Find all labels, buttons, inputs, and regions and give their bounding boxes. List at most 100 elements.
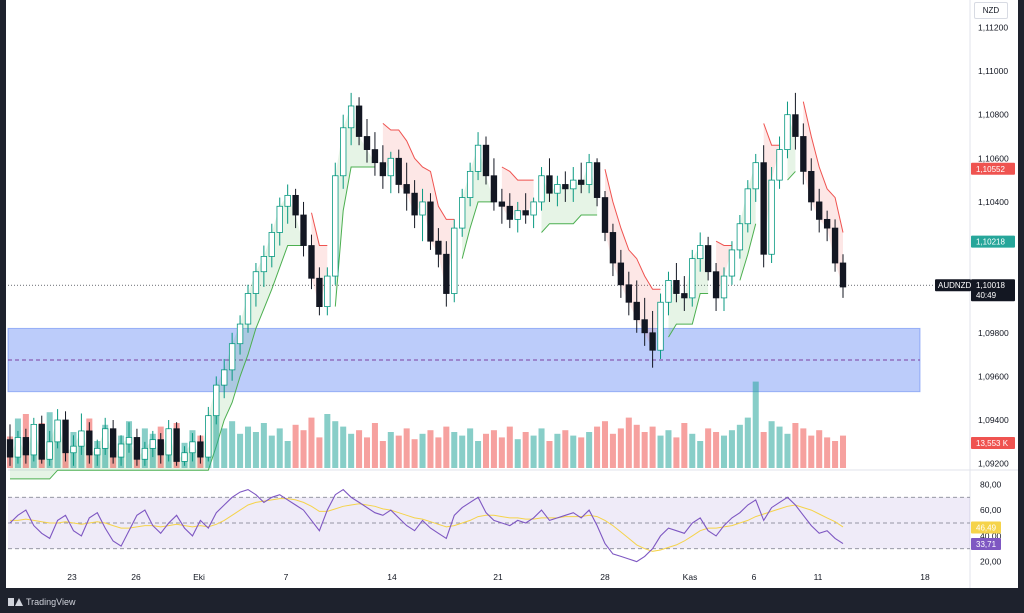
candle-body [784,114,791,150]
volume-bar [530,435,537,468]
volume-bar [237,433,244,468]
candle-body [387,157,394,177]
candle [300,201,307,257]
candle [474,132,482,181]
candle-body [673,280,680,294]
candle [704,236,712,281]
candle [324,267,331,316]
volume-bar [720,435,728,468]
candle [570,167,577,202]
volume-bar [641,432,648,468]
candle-body [78,430,85,447]
candle [752,153,759,202]
volume-bar [252,432,259,468]
time-axis[interactable]: 23 26 Eki 7 14 21 28 Kas 6 11 18 [67,572,930,582]
candle [363,119,371,163]
candle [340,114,347,189]
candle [268,223,275,268]
supertrend-up-line [668,293,709,338]
volume-bar [260,423,267,468]
candle [70,435,77,466]
volume-bar [324,414,331,468]
rsi-band [8,497,970,549]
time-tick-label: 7 [284,572,289,582]
rsi-pane[interactable] [8,488,970,563]
candle-body [94,447,101,456]
candle-body [530,201,537,216]
candle [562,171,569,202]
candle-body [252,271,260,294]
time-tick-label: 21 [493,572,503,582]
candle-body [808,170,815,203]
candle-body [173,428,180,462]
volume-bar [459,435,466,468]
candle-body [506,205,513,220]
candle [347,92,355,146]
time-tick-label: 11 [814,572,823,582]
candle-body [609,232,617,264]
candle-body [411,192,418,216]
countdown-tag: 40:49 [976,291,997,300]
currency-badge[interactable]: NZD [974,2,1008,19]
candle-body [157,439,164,456]
candle [102,417,109,455]
volume-bar [792,423,799,468]
volume-bar [356,430,363,468]
volume-bar [816,430,823,468]
candle-body [459,197,466,229]
supertrend-up-line [10,245,304,480]
candle-body [466,170,474,198]
candle-body [308,245,315,279]
volume-bar [784,433,791,468]
candle-body [649,332,656,351]
candle [117,435,125,466]
volume-bar [824,437,831,468]
volume-bar [268,435,275,468]
candle [443,241,450,307]
volume-bar [300,430,307,468]
price-chart[interactable]: 1,11200 1,11000 1,10800 1,10600 1,10400 1,098… [0,0,1024,590]
volume-tag-bg [971,437,1015,449]
candle [514,201,521,233]
candle [62,411,69,462]
candles[interactable] [6,92,847,466]
candle [522,193,529,224]
candle [609,223,617,277]
candle-body [205,415,212,458]
volume-bar [728,430,735,468]
candle [736,215,744,259]
volume-bar [403,428,410,468]
volume-bar [617,428,624,468]
candle [213,376,220,425]
candle-body [141,447,149,460]
candle-body [792,114,799,137]
candle-body [562,184,569,190]
candle-body [490,175,498,203]
price-tick-label: 1,10600 [978,153,1009,163]
price-axis[interactable]: 1,11200 1,11000 1,10800 1,10600 1,10400 1,098… [978,22,1009,566]
candle [411,180,418,229]
volume-bar [276,428,283,468]
candle [308,234,315,290]
candle [601,191,609,242]
candle-body [641,319,648,334]
time-tick-label: Kas [683,572,698,582]
tradingview-logo[interactable]: TradingView [8,597,76,607]
supertrend-up-line [739,223,757,281]
candle [395,149,402,194]
candle-body [221,369,228,386]
candle [728,241,736,285]
volume-bar [832,441,839,468]
candle [181,446,188,466]
chart-background [6,0,1018,588]
candle [109,420,117,464]
candle-body [300,214,307,246]
volume-bar [681,423,688,468]
volume-bar [435,437,442,468]
volume-bar [578,437,585,468]
candle-body [316,277,323,308]
volume-bar [808,435,815,468]
candle-body [538,175,545,203]
candle [435,228,442,268]
candle [760,145,767,268]
